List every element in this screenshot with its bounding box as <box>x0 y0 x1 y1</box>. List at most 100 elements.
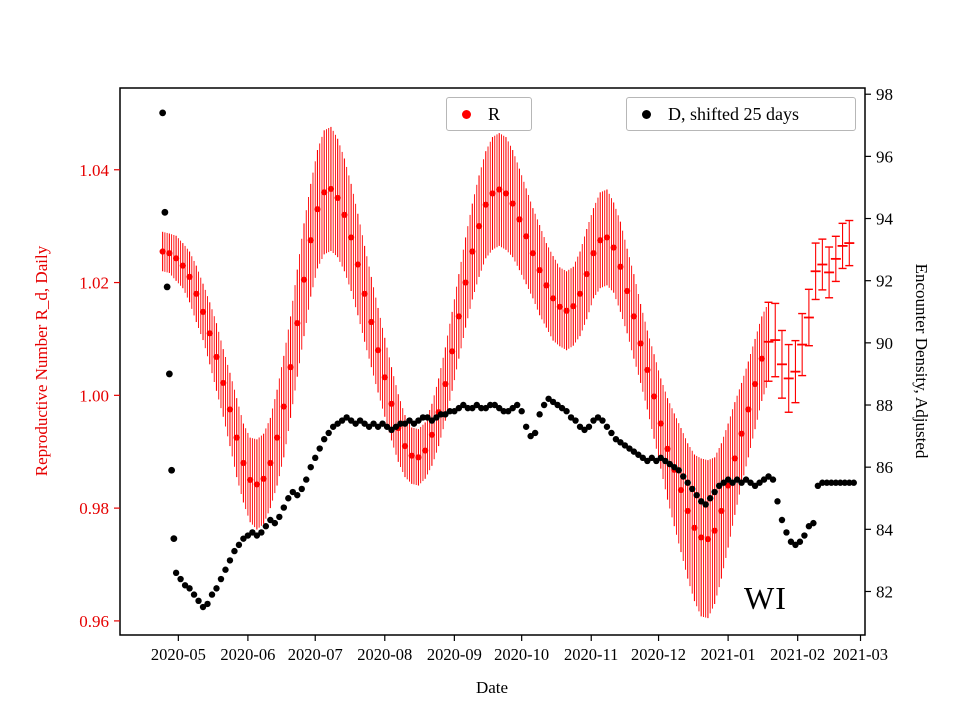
x-tick-label: 2020-06 <box>220 645 275 664</box>
d-point <box>796 538 804 545</box>
d-point <box>500 408 507 415</box>
r-point <box>751 380 759 388</box>
d-point <box>832 479 840 486</box>
r-point <box>267 459 274 467</box>
d-point <box>428 417 436 424</box>
d-point <box>347 417 355 424</box>
d-point <box>181 582 189 589</box>
left-axis-ticks: 0.96 0.98 1.00 1.02 1.04 <box>79 161 120 631</box>
r-point <box>422 447 429 454</box>
d-point <box>388 426 395 434</box>
d-outlier-point <box>168 466 176 474</box>
d-point <box>392 423 400 430</box>
d-point <box>217 575 225 583</box>
d-point <box>522 423 530 430</box>
d-outlier-point <box>163 283 171 291</box>
r-point <box>253 481 260 488</box>
d-point <box>177 575 184 583</box>
d-point <box>662 457 669 465</box>
d-point <box>684 479 691 486</box>
d-point <box>639 454 647 462</box>
r-point <box>731 455 738 462</box>
r-point <box>159 248 166 255</box>
d-point <box>294 491 301 499</box>
r-point <box>556 303 563 310</box>
r-point <box>408 452 415 459</box>
r-point <box>698 534 705 541</box>
r-point <box>482 201 489 208</box>
r-point <box>536 267 543 274</box>
r-point <box>240 459 247 467</box>
r-point <box>300 276 308 283</box>
d-point <box>711 488 718 496</box>
d-point <box>576 423 584 430</box>
r-point <box>718 507 725 515</box>
r-point <box>388 400 395 407</box>
d-point <box>769 476 777 483</box>
d-point <box>527 432 534 440</box>
d-point <box>186 585 193 592</box>
d-point <box>760 476 768 483</box>
d-point <box>567 414 575 421</box>
right-tick-label: 96 <box>876 147 893 166</box>
d-point <box>626 445 633 452</box>
r-point <box>179 262 186 269</box>
d-point <box>451 408 458 415</box>
d-point <box>280 504 288 511</box>
d-point <box>204 600 211 608</box>
d-point <box>253 532 261 539</box>
d-point <box>581 426 588 434</box>
d-point <box>285 495 292 502</box>
d-point <box>819 479 826 486</box>
d-point <box>823 479 831 486</box>
d-point <box>298 485 305 493</box>
d-point <box>464 404 472 412</box>
d-point <box>617 439 624 446</box>
d-point <box>850 479 857 486</box>
d-point <box>742 476 750 483</box>
d-point <box>199 603 207 611</box>
d-point <box>195 597 202 605</box>
r-point <box>172 255 180 262</box>
r-point <box>220 379 227 387</box>
d-point <box>828 479 835 486</box>
d-point <box>621 442 629 449</box>
state-annotation: WI <box>744 580 787 616</box>
right-tick-label: 92 <box>876 272 893 291</box>
d-point <box>531 429 539 437</box>
d-point <box>756 479 763 486</box>
r-point <box>247 476 254 484</box>
legend-d: D, shifted 25 days <box>626 97 856 131</box>
d-point <box>352 420 359 427</box>
d-point <box>653 457 660 465</box>
r-point <box>361 290 368 297</box>
r-point <box>502 190 510 197</box>
d-point <box>747 479 754 486</box>
d-point <box>774 498 781 505</box>
d-point <box>693 491 700 499</box>
r-point <box>442 380 449 388</box>
d-point <box>675 467 682 474</box>
d-point <box>325 429 332 437</box>
legend-r: R <box>446 97 532 131</box>
d-point <box>383 423 391 430</box>
r-series-marker-icon <box>462 109 471 119</box>
d-point <box>787 538 795 545</box>
x-tick-label: 2020-10 <box>494 645 549 664</box>
d-point <box>603 423 611 430</box>
right-axis-ticks: 82 84 86 88 90 92 94 96 98 <box>865 85 894 601</box>
d-point <box>612 435 620 443</box>
right-tick-label: 94 <box>876 210 894 229</box>
d-point <box>356 417 364 424</box>
d-point <box>406 417 413 424</box>
d-point <box>240 535 247 542</box>
d-point <box>473 401 480 409</box>
left-tick-label: 0.96 <box>79 612 109 631</box>
d-point <box>491 401 498 409</box>
d-point <box>172 569 180 577</box>
d-point <box>666 460 673 468</box>
r-point <box>469 248 476 255</box>
d-point <box>487 401 494 409</box>
d-point <box>846 479 853 486</box>
